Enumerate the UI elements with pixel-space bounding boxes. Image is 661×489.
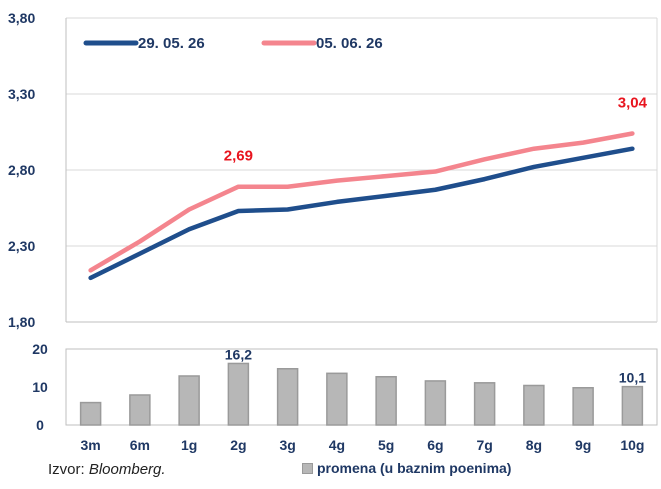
bar-8g <box>523 384 545 426</box>
x-tick-label: 3g <box>279 437 295 453</box>
bar-4g <box>326 372 348 426</box>
x-axis-tick-labels: 3m 6m 1g 2g 3g 4g 5g 6g 7g 8g 9g 10g <box>81 437 645 453</box>
source-name: Bloomberg. <box>88 461 166 478</box>
line-chart-annotations: 2,69 3,04 <box>224 95 648 165</box>
bar-plot-border <box>65 348 658 426</box>
legend-label-1: 29. 05. 26 <box>138 35 205 52</box>
line-data-label: 3,04 <box>618 95 648 112</box>
source-prefix: Izvor: <box>48 461 89 478</box>
bar-chart-frame <box>65 348 658 426</box>
bar-legend-label: promena (u baznim poenima) <box>317 460 512 476</box>
line-chart-y-axis: 1,80 2,30 2,80 3,30 3,80 <box>8 10 35 330</box>
bar-data-label: 10,1 <box>619 370 646 386</box>
line-y-tick-label: 3,30 <box>8 86 35 102</box>
bar-3m <box>79 401 102 426</box>
line-data-label: 2,69 <box>224 148 253 165</box>
bar-1g <box>178 375 200 426</box>
line-y-tick-label: 3,80 <box>8 10 35 26</box>
x-tick-label: 6m <box>130 437 150 453</box>
bar-chart-annotations: 16,2 10,1 <box>225 346 646 385</box>
x-tick-label: 7g <box>476 437 492 453</box>
bar-y-tick-label: 0 <box>36 417 44 433</box>
x-tick-label: 8g <box>526 437 542 453</box>
bar-y-tick-label: 10 <box>32 379 48 395</box>
bar-10g <box>621 385 644 426</box>
bar-legend-swatch <box>302 462 313 474</box>
bar-chart-y-axis: 0 10 20 <box>32 341 48 433</box>
bar-5g <box>375 375 397 426</box>
x-tick-label: 2g <box>230 437 246 453</box>
bar-3g <box>276 368 299 426</box>
bar-chart-legend: promena (u baznim poenima) <box>302 460 511 476</box>
bar-7g <box>473 382 496 426</box>
legend-label-2: 05. 06. 26 <box>316 35 383 52</box>
x-tick-label: 5g <box>378 437 394 453</box>
source-note: Izvor: Bloomberg. <box>48 461 166 478</box>
line-chart-frame <box>65 18 658 323</box>
bar-2g <box>227 362 250 426</box>
line-y-tick-label: 2,80 <box>8 162 35 178</box>
bar-6g <box>424 380 447 426</box>
bar-y-tick-label: 20 <box>32 341 48 357</box>
bar-chart-bars <box>79 362 644 426</box>
x-tick-label: 6g <box>427 437 443 453</box>
bar-data-label: 16,2 <box>225 346 252 362</box>
x-tick-label: 9g <box>575 437 591 453</box>
x-tick-label: 4g <box>329 437 345 453</box>
series-line-2 <box>88 131 635 273</box>
x-tick-label: 1g <box>181 437 197 453</box>
x-tick-label: 3m <box>81 437 101 453</box>
bar-6m <box>129 394 151 426</box>
line-chart-grid <box>66 17 657 247</box>
line-chart-series <box>88 131 635 281</box>
line-chart-legend: 29. 05. 26 05. 06. 26 <box>83 35 383 52</box>
line-y-tick-label: 2,30 <box>8 238 35 254</box>
bar-9g <box>572 387 594 426</box>
line-y-tick-label: 1,80 <box>8 314 35 330</box>
x-tick-label: 10g <box>620 437 644 453</box>
series-line-1 <box>88 146 635 281</box>
